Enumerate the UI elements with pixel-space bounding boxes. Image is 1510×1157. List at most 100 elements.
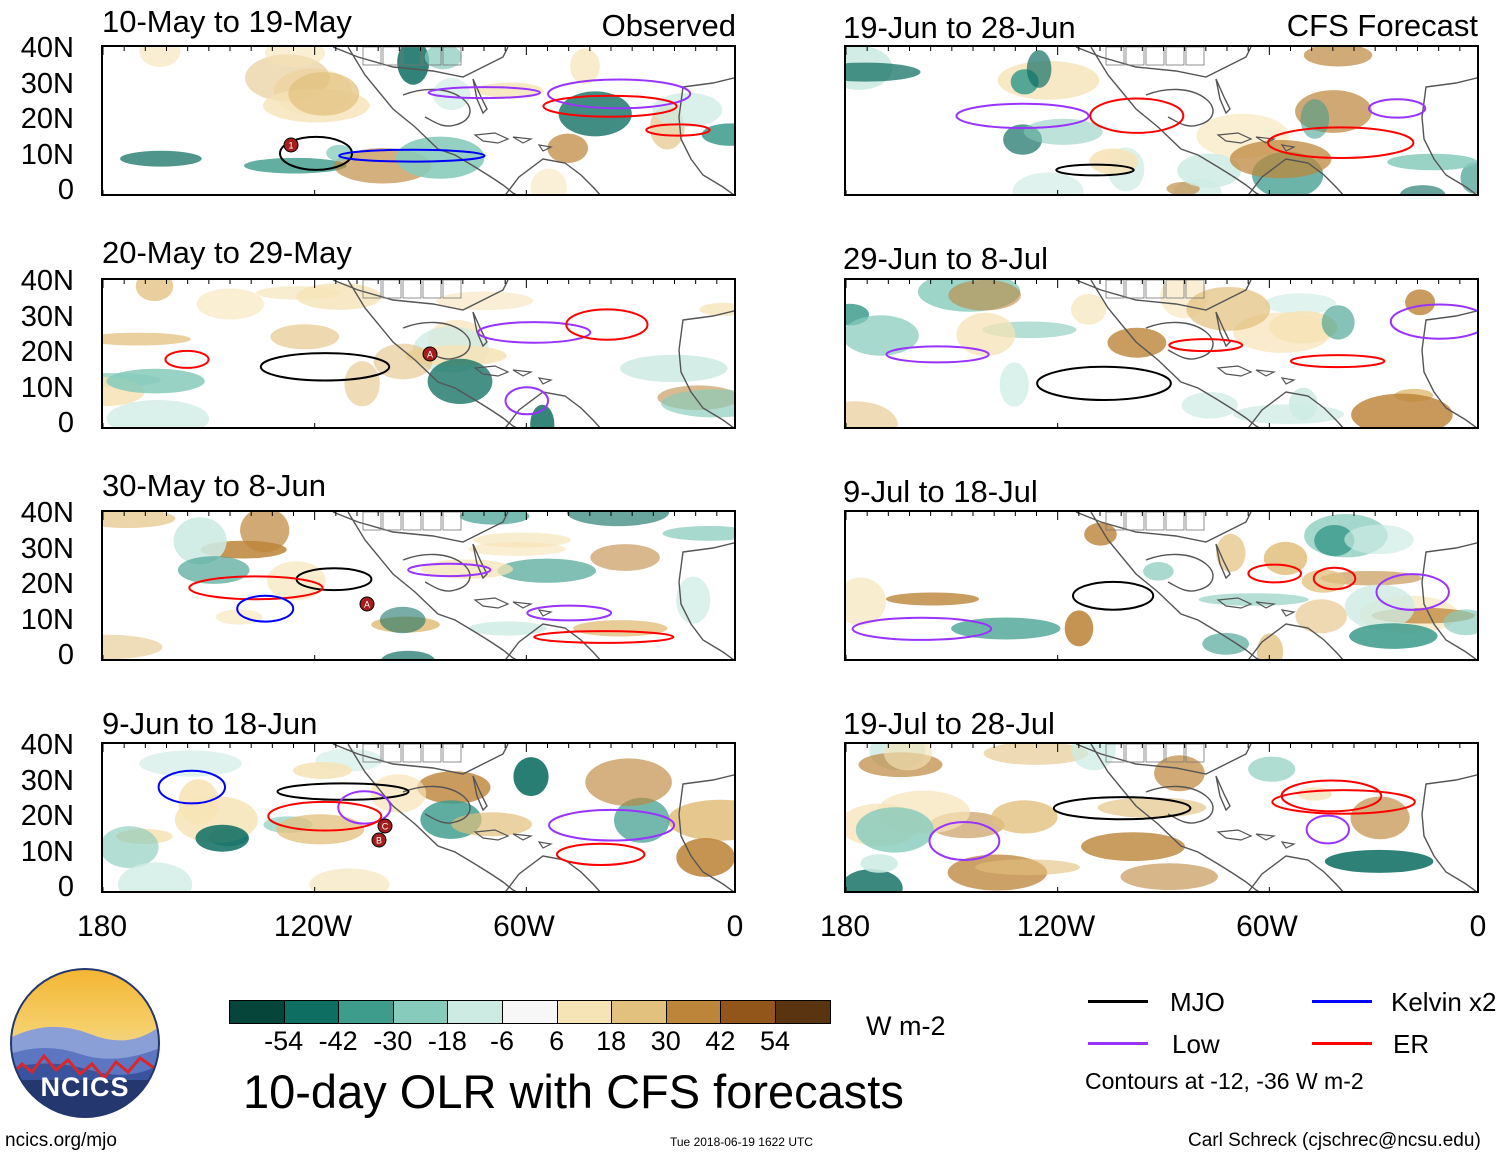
observed-panel-4-title: 9-Jun to 18-Jun	[102, 706, 318, 741]
coastline	[678, 542, 734, 659]
coastline	[1248, 391, 1344, 427]
olr-anomaly-blob	[846, 315, 919, 356]
olr-anomaly-blob	[459, 512, 530, 525]
colorbar-tick-label: 54	[759, 1026, 791, 1056]
olr-anomaly-blob	[1350, 796, 1410, 840]
olr-anomaly-blob	[344, 361, 380, 407]
storm-marker: B	[371, 832, 387, 848]
olr-anomaly-blob	[468, 542, 566, 556]
colorbar-swatch	[338, 1000, 394, 1024]
coastline	[472, 311, 488, 348]
legend-contour-note: Contours at -12, -36 W m-2	[1085, 1068, 1364, 1094]
footer-url[interactable]: ncics.org/mjo	[5, 1130, 117, 1151]
coastline	[505, 158, 601, 194]
olr-anomaly-blob	[215, 609, 263, 625]
observed-map-1-field: 1	[103, 47, 734, 194]
wave-contour	[1389, 303, 1477, 340]
lat-label: 30N	[20, 300, 74, 333]
olr-anomaly-blob	[288, 72, 360, 116]
olr-anomaly-blob	[1324, 849, 1434, 873]
state-border	[422, 280, 442, 299]
forecast-map-4	[844, 742, 1479, 893]
wave-contour	[188, 575, 324, 601]
olr-anomaly-blob	[530, 404, 555, 427]
ncics-logo-text: NCICS	[40, 1072, 130, 1102]
coastline	[472, 775, 488, 812]
lat-label: 40N	[20, 497, 74, 529]
olr-anomaly-blob	[451, 812, 532, 837]
legend-er-label: ER	[1393, 1029, 1430, 1059]
coastline	[402, 321, 471, 360]
state-border	[1165, 512, 1185, 531]
olr-anomaly-blob	[566, 512, 669, 527]
ncics-logo: NCICS	[10, 968, 160, 1118]
wave-contour	[1280, 779, 1383, 813]
state-border	[1145, 744, 1165, 763]
olr-anomaly-blob	[106, 400, 210, 427]
wave-contour	[1305, 814, 1350, 845]
olr-anomaly-blob	[1202, 632, 1250, 655]
coastline	[473, 829, 553, 849]
state-border	[422, 47, 442, 66]
coastline	[332, 744, 509, 775]
olr-anomaly-blob	[196, 288, 265, 320]
coastline	[1090, 47, 1260, 194]
wave-contour	[955, 102, 1090, 130]
olr-anomaly-blob	[1301, 569, 1346, 593]
forecast-map-1	[844, 45, 1479, 196]
coastline	[1075, 744, 1252, 775]
state-border	[442, 280, 462, 299]
state-border	[1165, 744, 1185, 763]
olr-anomaly-blob	[427, 358, 493, 404]
olr-anomaly-blob	[948, 280, 1021, 311]
wave-contour	[565, 308, 649, 341]
lat-label: 30N	[20, 532, 74, 565]
observed-map-3-field: A	[103, 512, 734, 659]
state-border	[1105, 512, 1125, 531]
olr-anomaly-blob	[1344, 524, 1414, 555]
lon-label-60w-left: 60W	[493, 910, 555, 943]
observed-map-1: 1	[101, 45, 736, 196]
lat-label: 40N	[20, 32, 74, 64]
olr-anomaly-blob	[1120, 863, 1218, 890]
wave-contour	[267, 800, 383, 832]
olr-anomaly-blob	[846, 577, 886, 626]
state-border	[362, 512, 382, 531]
olr-anomaly-blob	[846, 401, 898, 427]
state-border	[1145, 512, 1165, 531]
state-border	[442, 744, 462, 763]
legend-kelvin-line	[1312, 1000, 1372, 1003]
coastline	[402, 553, 471, 592]
olr-anomaly-blob	[103, 826, 159, 869]
state-border	[382, 280, 402, 299]
lat-label: 10N	[20, 138, 74, 171]
olr-anomaly-blob	[1297, 787, 1332, 801]
olr-anomaly-blob	[118, 862, 193, 891]
olr-anomaly-blob	[1269, 311, 1338, 344]
storm-marker-label: C	[382, 822, 389, 832]
coastline	[1215, 311, 1231, 348]
olr-anomaly-blob	[558, 91, 632, 137]
state-border	[1125, 47, 1145, 66]
olr-anomaly-blob	[956, 312, 1016, 357]
wave-contour	[533, 630, 675, 644]
legend-mjo-line	[1088, 1000, 1148, 1003]
lat-label: 40N	[20, 265, 74, 297]
olr-anomaly-blob	[370, 774, 427, 813]
wave-contour	[236, 594, 295, 623]
coastline	[1421, 542, 1477, 659]
olr-anomaly-blob	[276, 814, 365, 845]
observed-panel-3-title: 30-May to 8-Jun	[102, 468, 326, 503]
state-border	[1185, 744, 1205, 763]
lon-label-180-left: 180	[76, 910, 128, 943]
olr-anomaly-blob	[855, 807, 934, 853]
olr-anomaly-blob	[1229, 140, 1332, 179]
coastline	[347, 512, 517, 659]
lon-label-60w-right: 60W	[1236, 910, 1298, 943]
colorbar-swatch	[611, 1000, 667, 1024]
colorbar-tick-label: 30	[650, 1026, 681, 1056]
olr-anomaly-blob	[699, 302, 734, 316]
olr-anomaly-blob	[1154, 755, 1205, 792]
storm-marker: A	[422, 346, 438, 362]
coastline	[1215, 78, 1231, 115]
